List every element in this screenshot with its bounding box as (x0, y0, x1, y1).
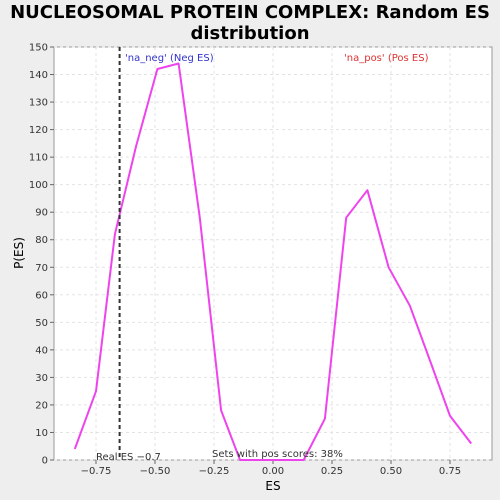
grid (54, 46, 492, 461)
y-tick-label: 40 (35, 345, 48, 356)
y-tick-label: 10 (35, 428, 48, 439)
y-tick-label: 0 (42, 456, 48, 467)
y-tick-label: 80 (35, 235, 48, 246)
y-tick-label: 60 (35, 290, 48, 301)
y-axis-label: P(ES) (12, 237, 26, 269)
chart-title-line2: distribution (190, 23, 310, 44)
y-tick-label: 120 (29, 125, 48, 136)
y-tick-label: 30 (35, 373, 48, 384)
y-tick-label: 130 (29, 98, 48, 109)
y-tick-label: 50 (35, 318, 48, 329)
y-tick-label: 90 (35, 208, 48, 219)
y-tick-label: 150 (29, 43, 48, 54)
series-group (73, 62, 472, 461)
x-tick-label: 0.00 (262, 466, 284, 477)
x-tick-label: −0.25 (199, 466, 230, 477)
x-tick-label: −0.75 (81, 466, 112, 477)
x-tick-label: −0.50 (140, 466, 171, 477)
pos-es-label: 'na_pos' (Pos ES) (344, 53, 429, 64)
series-line (73, 62, 472, 461)
y-tick-label: 140 (29, 70, 48, 81)
real-es-label: Real ES −0.7 (96, 452, 161, 463)
x-axis-label: ES (265, 479, 280, 493)
y-axis: 0 10 20 30 40 50 60 70 80 90 100 110 120 130 140 150 (29, 43, 54, 467)
y-tick-label: 100 (29, 180, 48, 191)
chart-title-line1: NUCLEOSOMAL PROTEIN COMPLEX: Random ES (10, 2, 490, 23)
x-tick-label: 0.25 (321, 466, 343, 477)
x-axis: −0.75 −0.50 −0.25 0.00 0.25 0.50 0.75 (81, 460, 461, 477)
chart-title: NUCLEOSOMAL PROTEIN COMPLEX: Random ES d… (0, 2, 500, 44)
y-tick-label: 20 (35, 400, 48, 411)
pos-scores-label: Sets with pos scores: 38% (212, 449, 343, 460)
x-tick-label: 0.75 (439, 466, 461, 477)
y-tick-label: 70 (35, 263, 48, 274)
x-tick-label: 0.50 (380, 466, 402, 477)
marks-group: 'na_neg' (Neg ES) 'na_pos' (Pos ES) Real E… (96, 47, 429, 463)
neg-es-label: 'na_neg' (Neg ES) (125, 53, 214, 64)
y-tick-label: 110 (29, 153, 48, 164)
